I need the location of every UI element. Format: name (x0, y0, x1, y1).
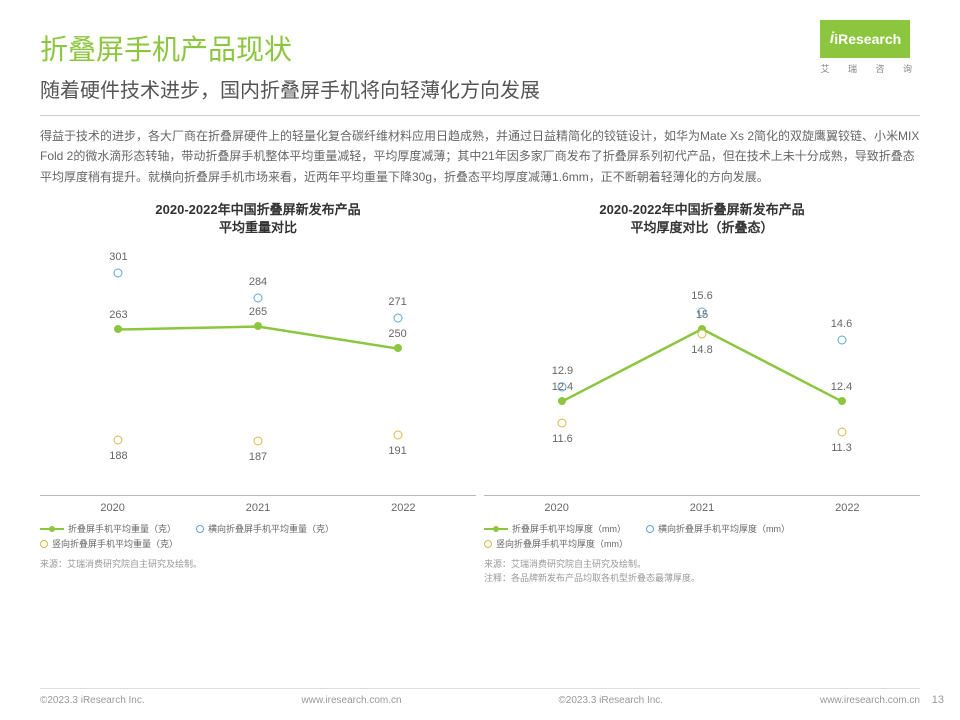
logo-box: iiResearch (820, 20, 910, 58)
chart2-xlabels: 202020212022 (484, 502, 920, 514)
logo-subtitle: 艾 瑞 咨 询 (820, 62, 920, 75)
chart1-xlabels: 202020212022 (40, 502, 476, 514)
footer-url-1: www.iresearch.com.cn (302, 695, 402, 706)
chart1-source: 来源：艾瑞消费研究院自主研究及绘制。 (40, 558, 476, 572)
chart1-title: 2020-2022年中国折叠屏新发布产品平均重量对比 (40, 201, 476, 237)
footer-copy-left: ©2023.3 iResearch Inc. (40, 695, 145, 706)
chart2-plot: 12.915.614.612.41512.411.614.811.3 (484, 246, 920, 496)
chart2-source: 来源：艾瑞消费研究院自主研究及绘制。 注释：各品牌新发布产品均取各机型折叠态最薄… (484, 558, 920, 585)
footer-copy-right: ©2023.3 iResearch Inc. (558, 695, 663, 706)
logo: iiResearch 艾 瑞 咨 询 (820, 20, 920, 75)
footer: ©2023.3 iResearch Inc. www.iresearch.com… (40, 688, 920, 706)
page-title: 折叠屏手机产品现状 (40, 28, 920, 68)
chart1-plot: 301284271263265250188187191 (40, 246, 476, 496)
chart1-legend: 折叠屏手机平均重量（克） 横向折叠屏手机平均重量（克） 竖向折叠屏手机平均重量（… (40, 522, 476, 553)
footer-url-2: www.iresearch.com.cn (820, 695, 920, 706)
chart-thickness: 2020-2022年中国折叠屏新发布产品平均厚度对比（折叠态） 12.915.6… (484, 201, 920, 585)
divider (40, 115, 920, 116)
charts-row: 2020-2022年中国折叠屏新发布产品平均重量对比 3012842712632… (40, 201, 920, 585)
chart2-title: 2020-2022年中国折叠屏新发布产品平均厚度对比（折叠态） (484, 201, 920, 237)
chart-weight: 2020-2022年中国折叠屏新发布产品平均重量对比 3012842712632… (40, 201, 476, 585)
page-subtitle: 随着硬件技术进步，国内折叠屏手机将向轻薄化方向发展 (40, 74, 920, 103)
body-text: 得益于技术的进步，各大厂商在折叠屏硬件上的轻量化复合碳纤维材料应用日趋成熟，并通… (40, 126, 920, 187)
chart2-legend: 折叠屏手机平均厚度（mm） 横向折叠屏手机平均厚度（mm） 竖向折叠屏手机平均厚… (484, 522, 920, 553)
page-number: 13 (932, 694, 944, 706)
